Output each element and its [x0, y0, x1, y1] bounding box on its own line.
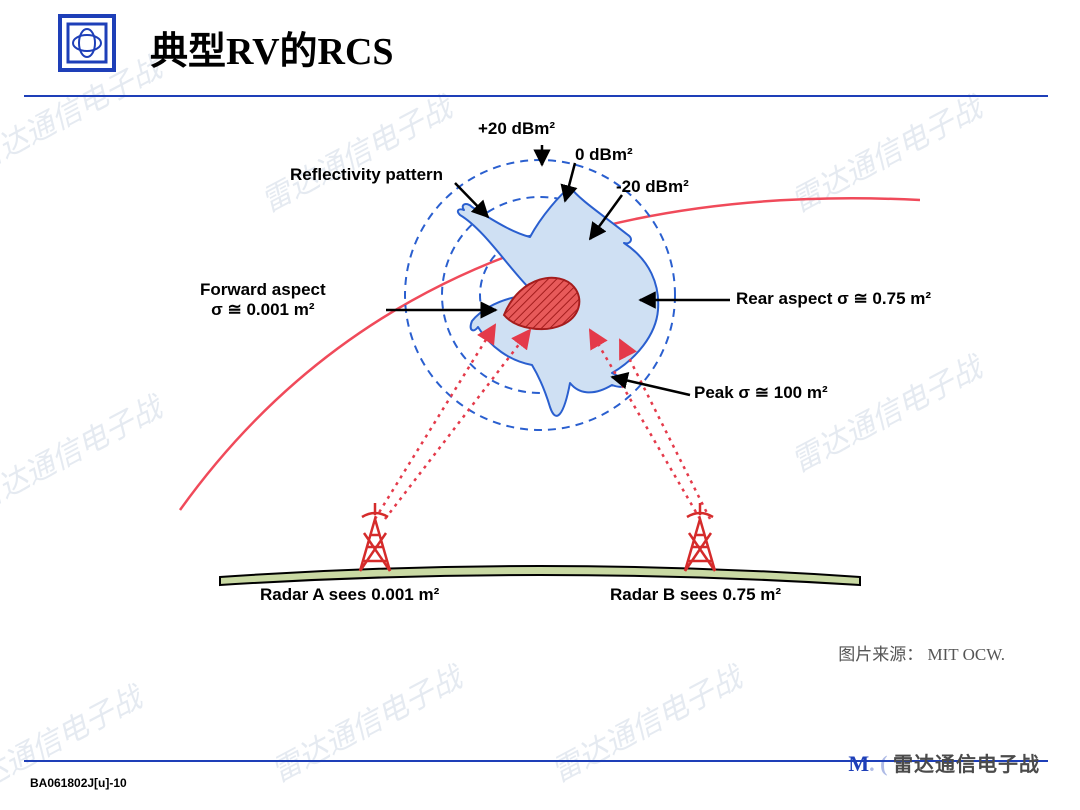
slide-title: 典型RV的RCS [150, 20, 394, 75]
label-reflectivity: Reflectivity pattern [290, 165, 443, 185]
watermark: 雷达通信电子战 [262, 653, 468, 790]
label-radar-a: Radar A sees 0.001 m² [260, 585, 439, 605]
slide-header: 典型RV的RCS [0, 0, 1080, 95]
label-forward-aspect: Forward aspect σ ≅ 0.001 m² [200, 280, 326, 320]
label-plus20: +20 dBm² [478, 119, 555, 139]
label-radar-b: Radar B sees 0.75 m² [610, 585, 781, 605]
label-peak: Peak σ ≅ 100 m² [694, 383, 828, 403]
watermark: 雷达通信电子战 [0, 383, 168, 520]
image-source-note: 图片来源： MIT OCW. [838, 640, 1005, 665]
header-rule [24, 95, 1048, 97]
footer-m: M [848, 751, 869, 776]
footer-lab: M. ( 雷达通信电子战 [848, 748, 1040, 777]
label-forward-line2: σ ≅ 0.001 m² [200, 300, 326, 320]
ground [220, 566, 860, 585]
label-forward-line1: Forward aspect [200, 280, 326, 300]
watermark: 雷达通信电子战 [542, 653, 748, 790]
label-minus20: -20 dBm² [616, 177, 689, 197]
rv-body [504, 278, 579, 329]
label-zero: 0 dBm² [575, 145, 633, 165]
radar-a-tower [360, 503, 390, 571]
radar-b-tower [685, 503, 715, 571]
label-rear-aspect: Rear aspect σ ≅ 0.75 m² [736, 289, 931, 309]
logo-icon [58, 14, 116, 72]
footer-code: BA061802J[u]-10 [30, 776, 127, 790]
rcs-diagram: +20 dBm² 0 dBm² -20 dBm² Reflectivity pa… [160, 115, 920, 615]
footer-overlay: 雷达通信电子战 [893, 754, 1040, 776]
